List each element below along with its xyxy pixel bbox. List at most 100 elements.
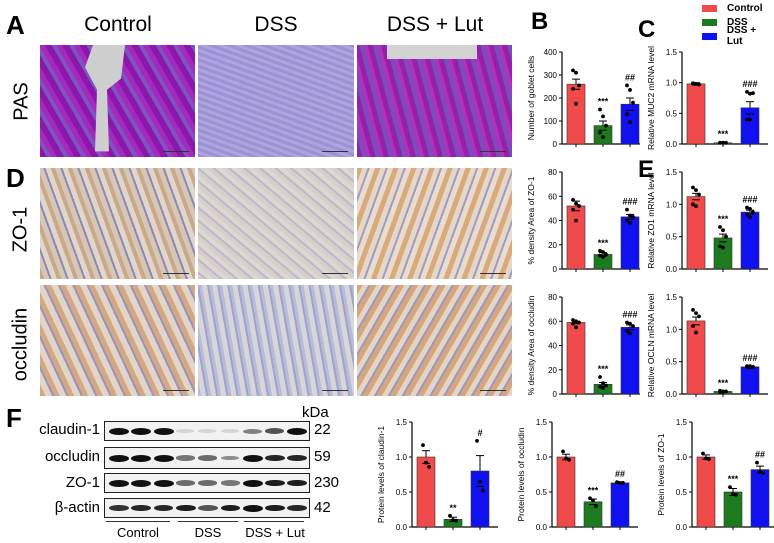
data-point — [691, 308, 695, 312]
bar-control — [556, 456, 576, 528]
chart-muc2-mrna: Relative MUC2 mRNA level 0.0 0.5 1.0 1.5 *** #… — [646, 46, 768, 150]
data-point — [481, 488, 485, 493]
data-point — [604, 383, 608, 388]
data-point — [701, 451, 705, 456]
bar-control — [686, 83, 706, 145]
group-label-dss: DSS — [194, 525, 222, 540]
data-point — [625, 112, 629, 116]
data-point — [718, 225, 722, 229]
y-tick-label: 0 — [553, 140, 558, 149]
blot-band — [265, 504, 285, 512]
bar-control — [416, 456, 436, 528]
data-point — [574, 218, 578, 223]
data-point — [598, 130, 602, 135]
group-label-dss-lut: DSS + Lut — [245, 525, 305, 540]
y-tick-label: 0.0 — [666, 265, 678, 274]
data-point — [615, 480, 619, 485]
data-point — [718, 390, 722, 394]
data-point — [724, 234, 728, 239]
data-point — [745, 212, 749, 217]
data-point — [571, 86, 575, 91]
blot-band — [220, 480, 240, 486]
data-point — [721, 390, 725, 394]
blot-band — [220, 504, 241, 512]
y-tick-label: 1.0 — [536, 453, 548, 462]
data-point — [448, 513, 452, 518]
significance-marker: *** — [718, 378, 729, 388]
row-label-pas: PAS — [10, 82, 33, 121]
data-point — [748, 91, 752, 96]
y-tick-label: 1.0 — [396, 453, 408, 462]
blot-band — [153, 479, 174, 487]
data-point — [691, 324, 695, 328]
data-point — [628, 88, 632, 92]
data-point — [618, 481, 622, 485]
data-point — [427, 464, 431, 469]
significance-marker: *** — [718, 129, 729, 139]
data-point — [628, 221, 632, 225]
data-point — [621, 481, 625, 485]
blot-band — [198, 429, 217, 433]
data-point — [561, 449, 565, 454]
y-axis-label: Protein levels of occludin — [516, 427, 526, 521]
data-point — [571, 318, 575, 322]
column-title-control: Control — [84, 13, 152, 36]
blot-band — [153, 454, 174, 462]
blot-strip-zo1 — [104, 473, 310, 493]
y-tick-label: 1.0 — [666, 200, 678, 209]
data-point — [625, 83, 629, 88]
group-label-control: Control — [117, 525, 159, 540]
group-line-dss-lut — [244, 521, 304, 522]
y-tick-label: 20 — [548, 241, 557, 250]
data-point — [478, 479, 482, 484]
y-axis-label: % density Area of occludin — [526, 295, 536, 395]
micrograph-pas-dss-lut — [357, 45, 512, 157]
kda-label: kDa — [302, 404, 329, 421]
y-tick-label: 40 — [548, 342, 557, 351]
blot-band — [265, 479, 285, 487]
data-point — [751, 210, 755, 214]
bar-dss — [593, 125, 613, 145]
blot-band — [220, 455, 240, 461]
data-point — [625, 207, 629, 212]
data-point — [601, 381, 605, 385]
micrograph-zo1-dss-lut — [357, 168, 512, 279]
y-tick-label: 100 — [544, 117, 558, 126]
blot-band — [242, 504, 263, 512]
data-point — [564, 456, 568, 461]
legend-label: DSS — [727, 16, 748, 28]
y-tick-label: 300 — [544, 71, 558, 80]
y-tick-label: 1.5 — [676, 418, 688, 427]
blot-strip-claudin1 — [104, 421, 310, 441]
data-point — [745, 89, 749, 94]
data-point — [571, 321, 575, 326]
data-point — [748, 206, 752, 211]
blot-band — [153, 504, 174, 512]
data-point — [574, 319, 578, 324]
blot-band — [131, 427, 152, 435]
data-point — [734, 492, 738, 497]
bar-control — [696, 456, 716, 528]
blot-band — [109, 454, 129, 462]
scale-bar — [322, 390, 348, 391]
y-tick-label: 60 — [548, 317, 557, 326]
y-axis-label: Relative ZO1 mRNA level — [646, 172, 656, 268]
micrograph-occludin-dss — [198, 285, 354, 396]
legend-label: Control — [727, 2, 763, 14]
micrograph-occludin-dss-lut — [357, 285, 512, 396]
data-point — [451, 518, 455, 522]
data-point — [601, 250, 605, 254]
data-point — [574, 201, 578, 206]
data-point — [625, 320, 629, 325]
significance-marker: *** — [588, 485, 599, 495]
bar-dss — [713, 237, 733, 270]
blot-band — [109, 479, 129, 487]
legend: Control DSS DSS + Lut — [702, 1, 774, 47]
data-point — [631, 214, 635, 219]
data-point — [577, 320, 581, 325]
significance-marker: ### — [622, 197, 637, 207]
legend-swatch-dss — [702, 18, 717, 26]
data-point — [577, 83, 581, 88]
data-point — [598, 248, 602, 253]
bar-control — [566, 322, 586, 395]
